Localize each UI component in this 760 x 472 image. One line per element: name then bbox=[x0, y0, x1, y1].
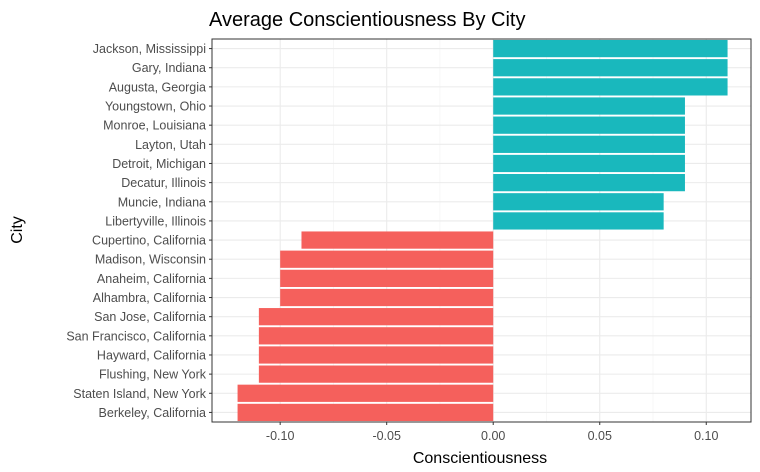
bar bbox=[493, 39, 728, 58]
y-tick-label: Muncie, Indiana bbox=[118, 195, 206, 209]
bar bbox=[237, 403, 494, 422]
y-tick-label: Hayward, California bbox=[97, 348, 206, 362]
y-tick-label: Detroit, Michigan bbox=[112, 157, 206, 171]
chart-title: Average Conscientiousness By City bbox=[209, 9, 525, 31]
panel-border bbox=[211, 38, 752, 423]
x-axis-title: Conscientiousness bbox=[413, 450, 547, 467]
bar bbox=[493, 78, 728, 96]
x-tick-label: -0.05 bbox=[372, 429, 401, 443]
y-tick-label: San Jose, California bbox=[94, 310, 206, 324]
bar bbox=[280, 250, 494, 268]
y-tick-label: Madison, Wisconsin bbox=[95, 253, 206, 267]
y-axis-title: City bbox=[9, 216, 26, 244]
bar bbox=[493, 59, 728, 77]
y-tick-label: Libertyville, Illinois bbox=[105, 214, 206, 228]
bar bbox=[280, 288, 494, 307]
bar bbox=[493, 116, 685, 134]
y-axis-labels: Jackson, Mississippi Gary, Indiana Augusta… bbox=[66, 42, 212, 420]
y-tick-label: Anaheim, California bbox=[97, 272, 206, 286]
bar bbox=[258, 327, 494, 345]
y-tick-label: Jackson, Mississippi bbox=[93, 42, 206, 56]
bar bbox=[258, 308, 494, 326]
bar bbox=[493, 174, 685, 192]
x-tick-label: 0.10 bbox=[694, 429, 718, 443]
bar bbox=[258, 365, 494, 383]
bar bbox=[493, 193, 664, 211]
plot-panel bbox=[212, 39, 751, 422]
x-tick-label: -0.10 bbox=[266, 429, 295, 443]
y-tick-label: Cupertino, California bbox=[92, 234, 206, 248]
y-tick-label: Layton, Utah bbox=[135, 138, 206, 152]
x-tick-label: 0.00 bbox=[481, 429, 505, 443]
bar bbox=[258, 346, 494, 364]
y-tick-label: Alhambra, California bbox=[93, 291, 206, 305]
bar bbox=[493, 154, 685, 173]
bar bbox=[301, 231, 494, 249]
y-tick-label: Berkeley, California bbox=[99, 406, 207, 420]
y-tick-label: Staten Island, New York bbox=[73, 387, 206, 401]
y-tick-label: Decatur, Illinois bbox=[121, 176, 206, 190]
bars bbox=[237, 39, 728, 422]
y-tick-label: San Francisco, California bbox=[66, 329, 206, 343]
bar bbox=[237, 384, 494, 402]
bar bbox=[493, 135, 685, 153]
y-tick-label: Monroe, Louisiana bbox=[103, 119, 206, 133]
bar bbox=[280, 269, 494, 287]
y-tick-label: Flushing, New York bbox=[99, 368, 207, 382]
x-tick-label: 0.05 bbox=[588, 429, 612, 443]
bar bbox=[493, 97, 685, 115]
bar bbox=[493, 212, 664, 230]
y-tick-label: Youngstown, Ohio bbox=[105, 100, 206, 114]
y-tick-label: Augusta, Georgia bbox=[109, 80, 206, 94]
y-tick-label: Gary, Indiana bbox=[132, 61, 206, 75]
x-axis-labels: -0.10 -0.05 0.00 0.05 0.10 bbox=[266, 422, 718, 443]
